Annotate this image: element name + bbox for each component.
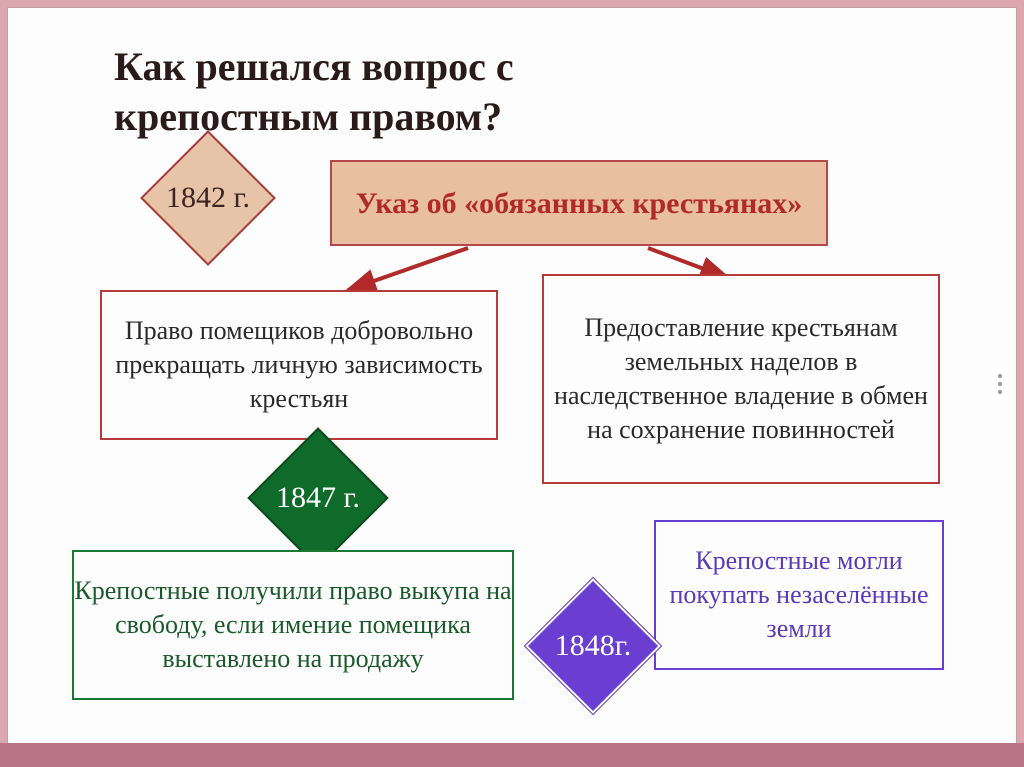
year-label-1848: 1848г. xyxy=(555,629,631,663)
bottom-strip xyxy=(0,743,1024,767)
year-label-1842: 1842 г. xyxy=(166,181,250,215)
year-diamond-1842: 1842 г. xyxy=(160,150,256,246)
year-diamond-1848: 1848г. xyxy=(545,598,641,694)
thumbnail-dots xyxy=(998,374,1002,394)
outer-frame: Как решался вопрос с крепостным правом? … xyxy=(0,0,1024,767)
year-diamond-1847: 1847 г. xyxy=(268,448,368,548)
year-label-1847: 1847 г. xyxy=(276,481,360,515)
box-land-allotment: Предоставление крестьянам земельных наде… xyxy=(542,274,940,484)
box-landlord-rights: Право помещиков добровольно прекращать л… xyxy=(100,290,498,440)
slide-content: Как решался вопрос с крепостным правом? … xyxy=(7,7,1017,760)
box-land-purchase: Крепостные могли покупать незаселённые з… xyxy=(654,520,944,670)
ukaz-box: Указ об «обязанных крестьянах» xyxy=(330,160,828,246)
box-buyout-right: Крепостные получили право выкупа на своб… xyxy=(72,550,514,700)
slide-title: Как решался вопрос с крепостным правом? xyxy=(114,42,674,142)
arrow-left xyxy=(348,248,468,290)
